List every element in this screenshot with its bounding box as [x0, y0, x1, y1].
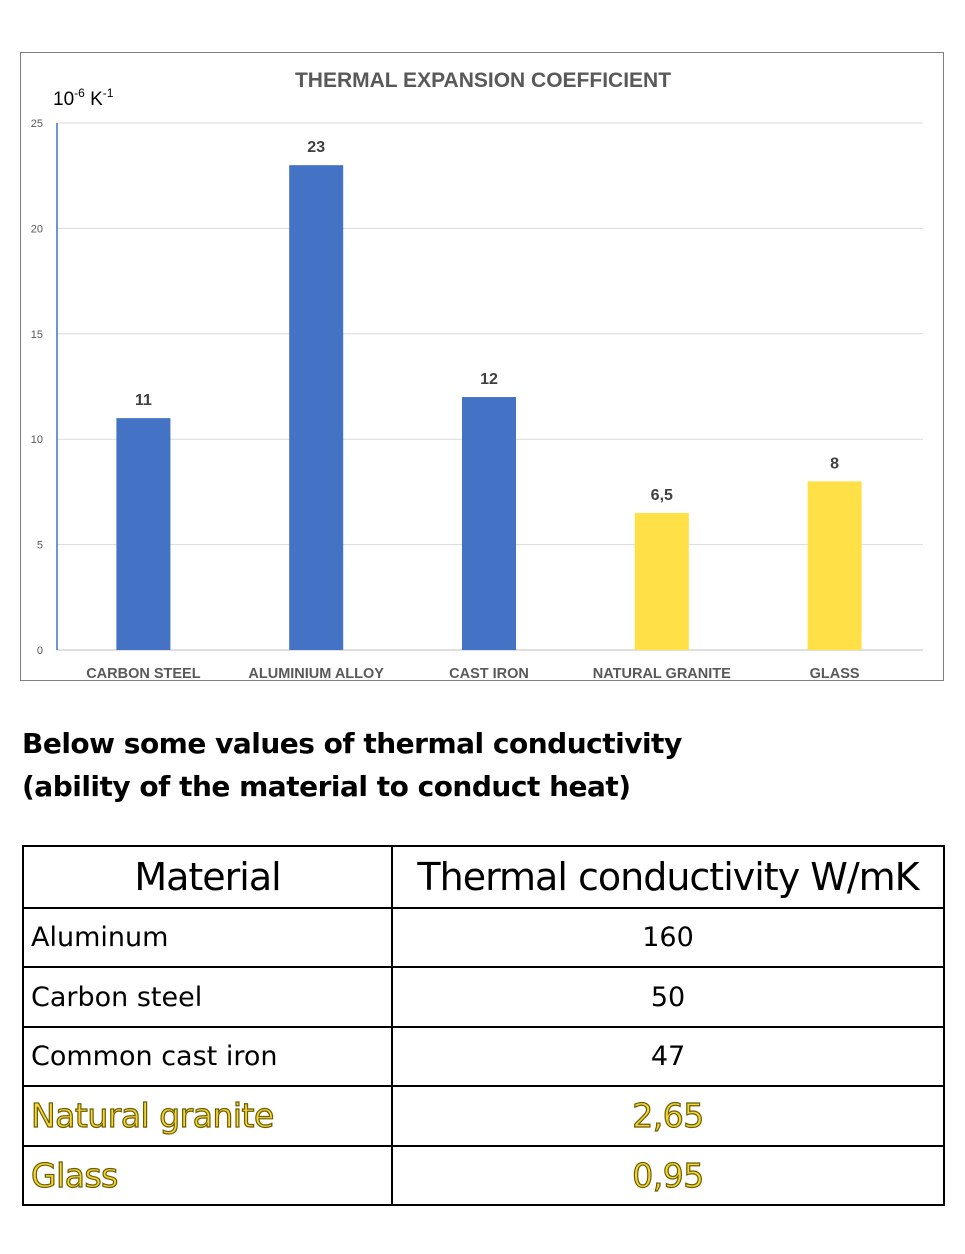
material-cell: Glass — [22, 1144, 393, 1207]
material-cell: Natural granite — [22, 1085, 393, 1147]
table-row: Carbon steel 50 — [22, 966, 945, 1028]
y-tick-label: 20 — [31, 223, 43, 235]
table-row: Common cast iron 47 — [22, 1025, 945, 1088]
data-label: 6,5 — [651, 487, 673, 504]
unit-base: 10 — [53, 89, 74, 110]
unit-exp1: -6 — [74, 86, 85, 100]
conductivity-cell: 47 — [391, 1025, 945, 1088]
data-label: 8 — [830, 455, 839, 472]
y-tick-label: 25 — [31, 118, 43, 130]
intro-line-2: (ability of the material to conduct heat… — [22, 770, 631, 803]
bar-layer — [116, 165, 862, 650]
chart-title: THERMAL EXPANSION COEFFICIENT — [295, 69, 671, 92]
data-label: 12 — [480, 371, 498, 388]
x-tick-label: CARBON STEEL — [86, 666, 201, 680]
material-cell: Aluminum — [22, 906, 393, 969]
conductivity-cell: 160 — [391, 906, 945, 969]
y-tick-label: 15 — [31, 329, 43, 341]
unit-exp2: -1 — [103, 86, 114, 100]
bar — [807, 481, 862, 650]
header-material: Material — [22, 845, 393, 909]
bar — [116, 418, 171, 650]
bar — [289, 165, 344, 650]
conductivity-cell: 50 — [391, 966, 945, 1028]
header-thermal-conductivity: Thermal conductivity W/mK — [391, 845, 945, 909]
x-tick-label: GLASS — [810, 666, 860, 680]
x-tick-label: NATURAL GRANITE — [593, 666, 731, 680]
conductivity-cell: 2,65 — [391, 1085, 945, 1147]
material-cell: Carbon steel — [22, 966, 393, 1028]
table-row: Natural granite 2,65 — [22, 1085, 945, 1147]
data-label: 23 — [307, 139, 325, 156]
intro-line-1: Below some values of thermal conductivit… — [22, 727, 682, 760]
unit-mid: K — [85, 89, 103, 110]
material-cell: Common cast iron — [22, 1025, 393, 1088]
y-unit-label: 10-6 K-1 — [53, 86, 114, 110]
bar — [462, 397, 516, 650]
conductivity-cell: 0,95 — [391, 1144, 945, 1207]
bar — [634, 512, 689, 650]
bar-chart: THERMAL EXPANSION COEFFICIENT 10-6 K-1 0… — [31, 69, 923, 680]
data-label: 11 — [135, 392, 152, 409]
x-tick-label: ALUMINIUM ALLOY — [248, 666, 384, 680]
thermal-conductivity-table: Material Thermal conductivity W/mK Alumi… — [22, 845, 945, 1207]
y-tick-label: 0 — [37, 645, 43, 657]
y-tick-label: 10 — [31, 434, 43, 446]
y-tick-label: 5 — [37, 540, 43, 552]
x-tick-label: CAST IRON — [449, 666, 529, 680]
table-row: Aluminum 160 — [22, 906, 945, 969]
table-header-row: Material Thermal conductivity W/mK — [22, 845, 945, 909]
table-row: Glass 0,95 — [22, 1144, 945, 1207]
intro-text: Below some values of thermal conductivit… — [22, 722, 922, 808]
chart-frame: THERMAL EXPANSION COEFFICIENT 10-6 K-1 0… — [20, 52, 944, 681]
label-layer: 0 5 10 15 20 25 11 CARBON STEEL 23 ALUMINIUM ALLO… — [31, 118, 860, 680]
